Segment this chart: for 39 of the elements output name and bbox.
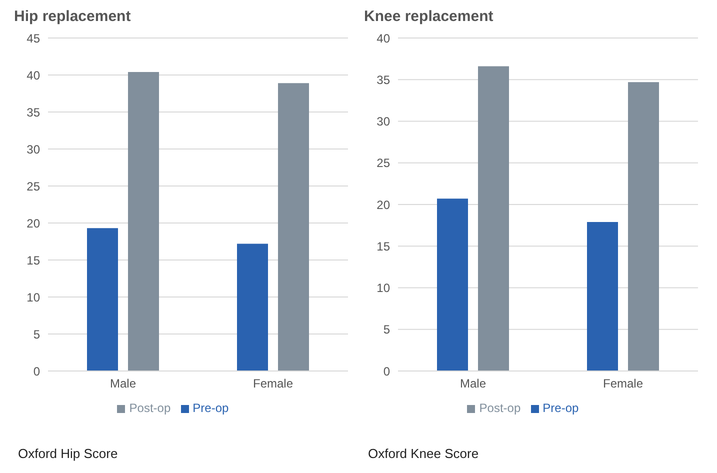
x-tick-label: Male bbox=[110, 376, 136, 391]
text: Oxford Hip Score bbox=[18, 446, 119, 461]
y-tick-label: 10 bbox=[376, 281, 390, 296]
x-tick-label: Female bbox=[602, 376, 644, 391]
bar bbox=[87, 228, 118, 371]
y-tick-label: 10 bbox=[26, 290, 40, 304]
legend-label: Post-op bbox=[479, 401, 521, 415]
y-tick-label: 25 bbox=[376, 156, 390, 170]
legend-label: Pre-op bbox=[192, 401, 229, 415]
y-tick-label: 20 bbox=[26, 216, 40, 230]
y-tick-label: 45 bbox=[26, 31, 40, 46]
bar bbox=[587, 222, 618, 371]
bar bbox=[278, 83, 309, 371]
y-tick-label: 5 bbox=[383, 322, 390, 337]
bar bbox=[237, 244, 268, 371]
y-tick-label: 0 bbox=[33, 364, 40, 378]
bar bbox=[478, 66, 509, 371]
chart-title: Hip replacement bbox=[14, 8, 132, 27]
chart-title: Knee replacement bbox=[364, 8, 494, 27]
text: Oxford Knee Score bbox=[368, 446, 480, 461]
bar bbox=[128, 72, 159, 371]
x-tick-label: Female bbox=[252, 376, 294, 391]
y-tick-label: 30 bbox=[376, 114, 390, 129]
bar bbox=[437, 198, 468, 371]
y-tick-label: 30 bbox=[26, 142, 40, 156]
y-tick-label: 40 bbox=[376, 31, 390, 46]
y-tick-label: 35 bbox=[376, 72, 390, 87]
y-tick-label: 25 bbox=[26, 179, 40, 194]
legend-label: Pre-op bbox=[542, 401, 579, 415]
y-tick-label: 15 bbox=[376, 239, 390, 254]
y-tick-label: 20 bbox=[376, 198, 390, 212]
y-tick-label: 0 bbox=[383, 364, 390, 378]
y-tick-label: 5 bbox=[33, 327, 40, 342]
y-tick-label: 15 bbox=[26, 253, 40, 268]
y-tick-label: 35 bbox=[26, 105, 40, 120]
y-tick-label: 40 bbox=[26, 68, 40, 82]
legend-label: Post-op bbox=[129, 401, 171, 415]
x-tick-label: Male bbox=[460, 376, 486, 391]
bar bbox=[628, 82, 659, 371]
